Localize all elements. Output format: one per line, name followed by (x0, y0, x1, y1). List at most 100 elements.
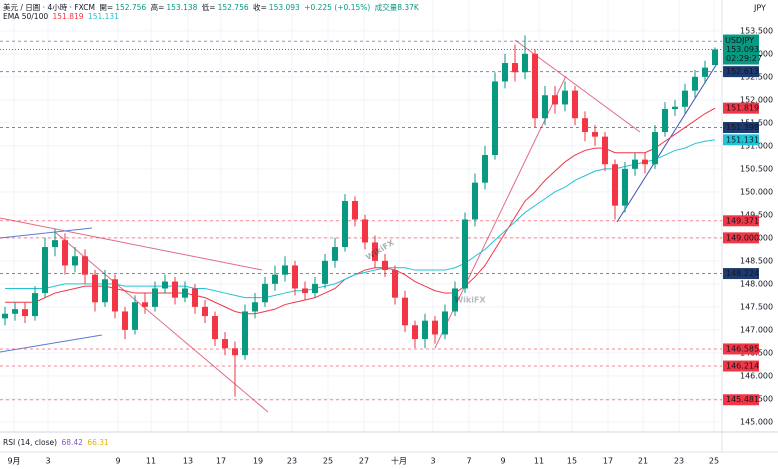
countdown-label: 02:29:27 (726, 54, 762, 63)
y-tick-label: 150.000 (740, 187, 773, 196)
candle-body (652, 132, 658, 165)
candle-body (632, 159, 638, 169)
candle-body (232, 348, 238, 356)
candle-body (382, 260, 388, 271)
candle-body (62, 240, 68, 266)
trend-line (0, 334, 103, 353)
level-box (723, 122, 759, 134)
x-tick-label: 3 (45, 457, 50, 466)
candle-body (422, 320, 428, 340)
y-tick-label: 145.000 (740, 417, 773, 426)
level-box (723, 66, 759, 78)
ohlc-value: 153.138 (166, 3, 198, 12)
level-box (723, 394, 759, 406)
ema-legend: EMA 50/100 151.819 151.131 (3, 12, 121, 21)
candle-body (342, 201, 348, 248)
candle-body (262, 283, 268, 303)
candle-body (12, 309, 18, 314)
trend-line (616, 61, 719, 223)
candle-body (662, 109, 668, 133)
y-tick-label: 146.000 (740, 371, 773, 380)
x-tick-label: 9 (500, 457, 505, 466)
candle-body (52, 240, 58, 248)
level-label: 148.224 (726, 269, 759, 278)
trend-line (54, 231, 269, 413)
candle-body (222, 339, 228, 349)
level-box (723, 343, 759, 355)
ohlc-key: 收= (253, 3, 267, 12)
y-tick-label: 151.000 (740, 141, 773, 150)
ohlc-value: 152.756 (217, 3, 249, 12)
candle-body (332, 247, 338, 261)
ema50-value: 151.819 (52, 12, 84, 21)
x-tick-label: 7 (466, 457, 471, 466)
candle-body (592, 132, 598, 137)
candle-body (182, 288, 188, 298)
ema50-box (723, 102, 759, 114)
y-tick-label: 153.500 (740, 26, 773, 35)
rsi-label: RSI (14, close) (3, 438, 58, 447)
candle-body (582, 118, 588, 133)
ohlc-value: 153.093 (268, 3, 300, 12)
ema50-label: 151.819 (726, 104, 759, 113)
candle-body (452, 288, 458, 312)
candle-body (562, 90, 568, 105)
candle-body (472, 182, 478, 220)
candle-body (322, 260, 328, 284)
level-label: 149.371 (726, 216, 759, 225)
candle-body (682, 90, 688, 107)
candle-body (542, 95, 548, 119)
rsi-value: 68.42 (61, 438, 83, 447)
ohlc-value: 152.756 (115, 3, 147, 12)
ema-line (5, 107, 716, 315)
candle-body (432, 320, 438, 335)
candle-body (102, 279, 108, 303)
candle-body (522, 53, 528, 73)
candle-body (202, 306, 208, 317)
y-tick-label: 148.500 (740, 256, 773, 265)
candle-body (692, 76, 698, 91)
candle-body (172, 281, 178, 298)
x-tick-label: 11 (146, 457, 156, 466)
x-tick-label: 23 (287, 457, 297, 466)
rsi-legend: RSI (14, close) 68.42 66.31 (3, 438, 111, 447)
candle-body (602, 136, 608, 165)
candle-body (252, 302, 258, 312)
candle-body (512, 63, 518, 73)
candle-body (372, 242, 378, 261)
candle-body (152, 288, 158, 307)
level-label: 152.613 (726, 67, 759, 76)
candle-body (42, 247, 48, 294)
x-tick-label: 13 (183, 457, 193, 466)
candle-body (672, 106, 678, 110)
currency-label: JPY (753, 4, 766, 13)
watermark: WikiFX (454, 296, 486, 305)
y-tick-label: 152.000 (740, 95, 773, 104)
candle-body (552, 95, 558, 105)
candle-body (282, 265, 288, 275)
level-box (723, 360, 759, 372)
level-label: 145.481 (726, 395, 759, 404)
y-tick-label: 147.500 (740, 302, 773, 311)
chart-title: 美元 / 日圓 · 4小時 · FXCM (3, 3, 95, 12)
rsi-value: 66.31 (87, 438, 109, 447)
candle-body (362, 219, 368, 243)
candle-body (212, 316, 218, 340)
trend-line (0, 227, 93, 239)
candle-body (412, 325, 418, 340)
x-tick-label: 17 (603, 457, 613, 466)
candle-body (82, 256, 88, 275)
ohlc-key: 高= (150, 3, 165, 12)
candle-body (32, 293, 38, 317)
candle-body (92, 274, 98, 303)
x-tick-label: 27 (359, 457, 369, 466)
candle-body (482, 155, 488, 183)
level-box (723, 232, 759, 244)
y-tick-label: 148.000 (740, 279, 773, 288)
x-tick-label: 25 (709, 457, 719, 466)
trend-line (0, 217, 263, 271)
header-line: 美元 / 日圓 · 4小時 · FXCM 開= 152.756 高= 153.138… (3, 2, 421, 13)
change: +0.225 (+0.15%) (304, 3, 371, 12)
